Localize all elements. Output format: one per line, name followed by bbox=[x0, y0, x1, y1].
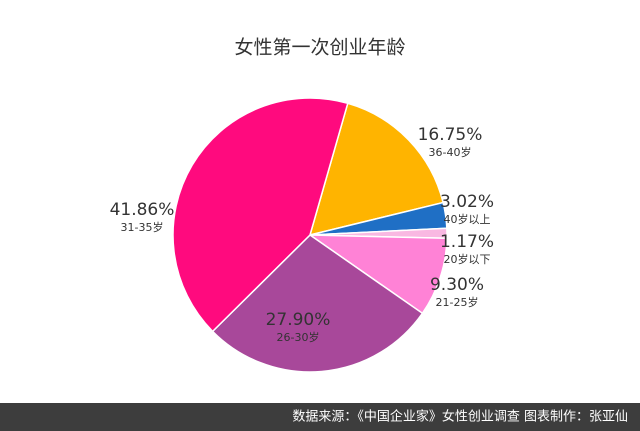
pie-slice bbox=[308, 102, 445, 237]
footer-bar bbox=[0, 403, 640, 431]
pie-slice bbox=[172, 97, 349, 333]
category-label: 36-40岁 bbox=[429, 145, 472, 159]
value-label: 16.75% bbox=[418, 125, 483, 145]
value-label: 27.90% bbox=[266, 310, 331, 330]
category-label: 21-25岁 bbox=[436, 295, 479, 309]
value-label: 9.30% bbox=[430, 275, 484, 295]
category-label: 26-30岁 bbox=[277, 330, 320, 344]
category-label: 31-35岁 bbox=[121, 220, 164, 234]
category-label: 40岁以上 bbox=[444, 212, 491, 226]
value-label: 1.17% bbox=[440, 232, 494, 252]
chart-title: 女性第一次创业年龄 bbox=[234, 37, 405, 59]
value-label: 3.02% bbox=[440, 192, 494, 212]
value-label: 41.86% bbox=[110, 200, 175, 220]
pie-slice bbox=[211, 234, 424, 373]
source-note: 数据来源：《中国企业家》女性创业调查 图表制作：张亚仙 bbox=[292, 409, 628, 425]
category-label: 20岁以下 bbox=[444, 252, 491, 266]
pie-slice bbox=[307, 234, 448, 315]
